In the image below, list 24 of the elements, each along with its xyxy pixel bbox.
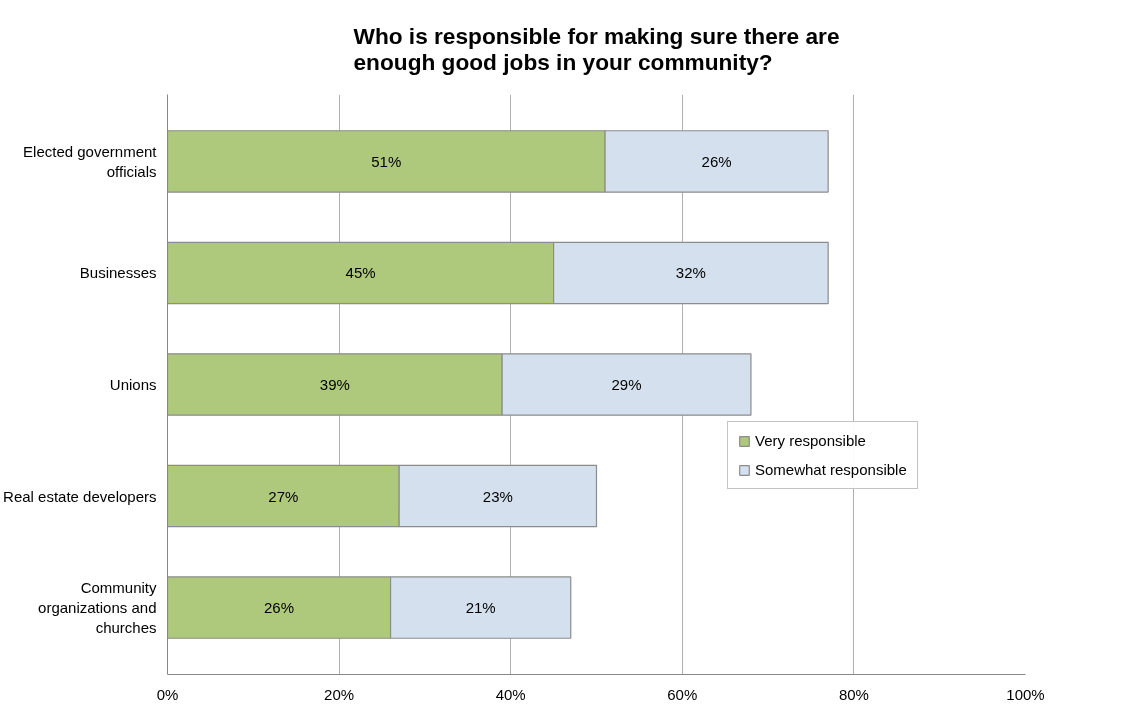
- data-label: 26%: [701, 152, 732, 170]
- x-tick-label: 60%: [667, 685, 698, 703]
- y-tick-label: Businesses: [79, 264, 157, 282]
- data-label: 39%: [319, 376, 350, 393]
- chart-title: Who is responsible for making sure there are enough good jobs in your community?: [353, 22, 840, 75]
- x-tick-label: 20%: [324, 685, 355, 703]
- data-label: 23%: [482, 487, 513, 505]
- legend-label: Very responsible: [755, 432, 866, 449]
- data-label: 27%: [268, 487, 299, 505]
- y-tick-label: Real estate developers: [3, 487, 157, 505]
- data-label: 51%: [371, 152, 402, 170]
- y-tick-label: Unions: [109, 376, 157, 393]
- data-label: 21%: [465, 599, 496, 617]
- data-label: 29%: [611, 376, 642, 393]
- data-label: 32%: [675, 264, 706, 282]
- x-tick-label: 40%: [495, 685, 526, 703]
- data-label: 45%: [345, 264, 376, 282]
- legend-label: Somewhat responsible: [755, 461, 907, 478]
- y-tick-label: Elected government officials: [23, 142, 158, 181]
- y-tick-label: Community organizations and churches: [38, 578, 157, 637]
- data-label: 26%: [264, 599, 295, 617]
- x-tick-label: 0%: [156, 685, 179, 703]
- x-tick-label: 100%: [1006, 685, 1045, 703]
- x-tick-label: 80%: [838, 685, 869, 703]
